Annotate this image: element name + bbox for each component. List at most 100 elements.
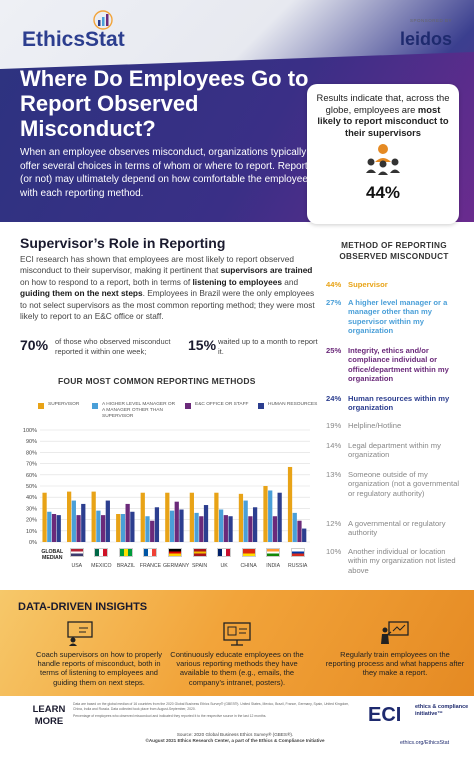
bar <box>228 516 233 542</box>
method-label: A higher level manager or a manager othe… <box>348 298 448 336</box>
callout-percent: 44% <box>365 183 401 202</box>
body-part: ECI research has shown that employees ar… <box>20 254 294 276</box>
legend-swatch <box>258 403 264 409</box>
eci-url-link[interactable]: ethics.org/EthicsStat <box>400 740 450 746</box>
bar <box>297 520 302 542</box>
bar <box>56 515 61 542</box>
bar <box>179 509 184 542</box>
stat-one-week-text: of those who observed misconduct reporte… <box>55 337 171 356</box>
bar-chart-icon <box>93 10 113 30</box>
method-percent: 14% <box>326 441 342 450</box>
bar <box>154 507 160 542</box>
bar <box>238 493 244 542</box>
bar <box>272 516 278 542</box>
body-bold: supervisors are trained <box>220 265 313 276</box>
method-label: Someone outside of my organization (not … <box>348 470 460 498</box>
method-label: Another individual or location within my… <box>348 547 456 575</box>
method-percent: 12% <box>326 519 342 528</box>
country-flag-icon <box>192 548 207 557</box>
method-label: Supervisor <box>348 280 388 289</box>
bar <box>174 501 179 542</box>
body-part: . Employees in Brazil were the only empl… <box>20 288 315 322</box>
methods-title: METHOD OF REPORTING OBSERVED MISCONDUCT <box>339 241 449 261</box>
bar <box>125 503 130 542</box>
bar <box>71 500 76 542</box>
insights-section: DATA-DRIVEN INSIGHTS Coach supervisors o… <box>0 590 474 696</box>
country-label: SPAIN <box>191 563 208 569</box>
country-flag-icon <box>168 548 182 557</box>
source-text: Source: 2020 Global Business Ethics Surv… <box>176 732 294 737</box>
sponsor-block: SPONSORED BY leidos <box>400 18 452 50</box>
bar <box>218 509 224 542</box>
callout-text-pre: Results indicate that, across the globe,… <box>316 92 450 115</box>
bar <box>169 510 175 542</box>
intro-text: When an employee observes misconduct, or… <box>20 147 322 199</box>
callout-text-bold: most likely to report misconduct to thei… <box>317 103 449 138</box>
country-flag-icon <box>266 548 281 557</box>
country-label: USA <box>71 563 83 569</box>
method-label: Integrity, ethics and/or compliance indi… <box>348 346 449 384</box>
bar <box>194 512 199 542</box>
legend-label: SUPERVISOR <box>48 402 80 407</box>
stat-one-month-value: 15% <box>188 337 217 353</box>
method-percent: 25% <box>326 346 342 355</box>
country-label: GERMANY <box>163 563 190 569</box>
method-percent: 24% <box>326 394 342 403</box>
country-label: UK <box>220 563 228 569</box>
footnote-1: Data are based on the global median of 1… <box>73 702 350 711</box>
page-title: Where Do Employees Go to Report Observed… <box>20 66 309 141</box>
bar <box>248 516 253 542</box>
bar <box>268 490 273 542</box>
bar <box>302 528 307 542</box>
legend-swatch <box>185 403 191 409</box>
method-percent: 10% <box>326 547 342 556</box>
method-label: Helpline/Hotline <box>348 421 402 430</box>
bar-chart: 0% 10% 20% 30% 40% 50% 60% 70% 80% 90% 100% <box>16 424 314 566</box>
country-flag-icon <box>217 548 232 557</box>
learn-more-link[interactable]: LEARN MORE <box>32 704 66 727</box>
footnote-2: Percentage of employees who observed mis… <box>73 714 267 718</box>
y-tick-label: 0% <box>29 540 37 546</box>
y-tick-label: 100% <box>23 428 37 434</box>
bar <box>130 511 135 542</box>
y-tick-label: 70% <box>26 462 37 468</box>
country-label: CHINA <box>240 563 257 569</box>
method-percent: 19% <box>326 421 342 430</box>
eci-logo-subtitle: ethics & compliance initiative™ <box>415 704 469 717</box>
stat-one-week-value: 70% <box>20 337 49 353</box>
bar <box>116 514 121 542</box>
footer: LEARN MORE Data are based on the global … <box>0 696 474 758</box>
communication-screen-icon <box>223 622 251 646</box>
ethicsstat-logo: EthicsStat <box>22 28 125 51</box>
bar <box>165 492 170 542</box>
bar <box>91 491 96 542</box>
legend-label: HUMAN RESOURCES <box>268 402 318 407</box>
legend-label: E&C OFFICE OR STAFF <box>195 402 249 407</box>
bar <box>263 486 268 542</box>
method-label: Legal department within my organization <box>348 441 441 460</box>
method-label: Human resources within my organization <box>348 394 450 413</box>
bar <box>51 514 57 542</box>
copyright-text: ©August 2021 Ethics Research Center, a p… <box>145 738 325 743</box>
training-board-icon <box>67 621 93 646</box>
body-part: and <box>281 276 299 287</box>
y-tick-label: 10% <box>26 529 37 535</box>
bar <box>199 516 204 542</box>
country-label: GLOBAL MEDIAN <box>41 549 64 561</box>
y-tick-label: 40% <box>26 495 37 501</box>
country-flag-icon <box>118 548 133 557</box>
bar <box>292 512 297 542</box>
footnotes: Data are based on the global median of 1… <box>73 702 353 719</box>
method-label: A governmental or regulatory authority <box>348 519 446 538</box>
y-tick-label: 90% <box>26 439 37 445</box>
section-body: ECI research has shown that employees ar… <box>20 254 320 322</box>
bar <box>287 466 293 542</box>
country-label: INDIA <box>266 563 281 569</box>
method-percent: 27% <box>326 298 342 307</box>
legend-label: A HIGHER LEVEL MANAGER OR A MANAGER OTHE… <box>102 402 176 419</box>
bar <box>96 510 101 542</box>
chart-svg: 0% 10% 20% 30% 40% 50% 60% 70% 80% 90% 100% <box>23 428 310 546</box>
bar <box>120 514 126 542</box>
bar <box>277 492 282 542</box>
insights-title: DATA-DRIVEN INSIGHTS <box>18 601 148 613</box>
